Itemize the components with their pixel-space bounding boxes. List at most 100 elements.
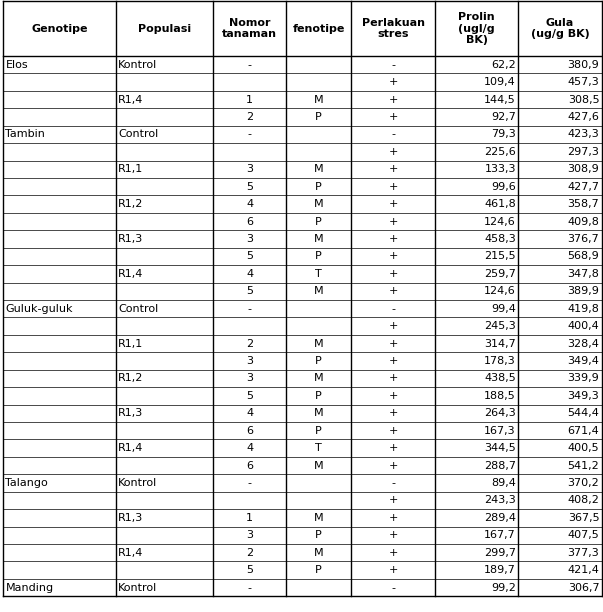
Text: +: + bbox=[388, 95, 398, 105]
Text: -: - bbox=[248, 478, 252, 488]
Text: M: M bbox=[314, 95, 324, 105]
Text: P: P bbox=[315, 182, 322, 192]
Text: +: + bbox=[388, 531, 398, 540]
Text: 314,7: 314,7 bbox=[484, 338, 516, 349]
Text: R1,3: R1,3 bbox=[118, 513, 143, 523]
Text: +: + bbox=[388, 513, 398, 523]
Text: -: - bbox=[391, 304, 395, 314]
Text: 409,8: 409,8 bbox=[567, 217, 599, 226]
Text: 344,5: 344,5 bbox=[484, 443, 516, 453]
Text: 167,3: 167,3 bbox=[484, 426, 516, 436]
Text: -: - bbox=[248, 60, 252, 70]
Text: 427,7: 427,7 bbox=[567, 182, 599, 192]
Text: 2: 2 bbox=[246, 338, 253, 349]
Text: 400,4: 400,4 bbox=[567, 321, 599, 331]
Text: +: + bbox=[388, 112, 398, 122]
Text: 6: 6 bbox=[246, 426, 253, 436]
Text: M: M bbox=[314, 408, 324, 419]
Text: 3: 3 bbox=[246, 356, 253, 366]
Text: 89,4: 89,4 bbox=[491, 478, 516, 488]
Text: 4: 4 bbox=[246, 408, 253, 419]
Text: -: - bbox=[391, 60, 395, 70]
Text: Kontrol: Kontrol bbox=[118, 583, 157, 592]
Text: fenotipe: fenotipe bbox=[292, 24, 345, 34]
Text: 389,9: 389,9 bbox=[567, 286, 599, 296]
Text: 339,9: 339,9 bbox=[567, 373, 599, 384]
Text: 188,5: 188,5 bbox=[484, 391, 516, 401]
Text: M: M bbox=[314, 513, 324, 523]
Text: Guluk-guluk: Guluk-guluk bbox=[5, 304, 73, 314]
Text: 308,5: 308,5 bbox=[568, 95, 599, 105]
Text: +: + bbox=[388, 269, 398, 279]
Text: 349,3: 349,3 bbox=[567, 391, 599, 401]
Text: +: + bbox=[388, 217, 398, 226]
Text: P: P bbox=[315, 217, 322, 226]
Text: -: - bbox=[248, 130, 252, 140]
Text: R1,2: R1,2 bbox=[118, 199, 144, 209]
Text: 3: 3 bbox=[246, 164, 253, 174]
Text: T: T bbox=[315, 443, 322, 453]
Text: 457,3: 457,3 bbox=[567, 77, 599, 87]
Text: 4: 4 bbox=[246, 443, 253, 453]
Text: R1,3: R1,3 bbox=[118, 234, 143, 244]
Text: +: + bbox=[388, 443, 398, 453]
Text: 358,7: 358,7 bbox=[567, 199, 599, 209]
Text: 308,9: 308,9 bbox=[567, 164, 599, 174]
Text: +: + bbox=[388, 164, 398, 174]
Text: +: + bbox=[388, 408, 398, 419]
Text: +: + bbox=[388, 356, 398, 366]
Text: 225,6: 225,6 bbox=[484, 147, 516, 157]
Text: 167,7: 167,7 bbox=[484, 531, 516, 540]
Text: R1,4: R1,4 bbox=[118, 443, 144, 453]
Text: M: M bbox=[314, 373, 324, 384]
Text: M: M bbox=[314, 548, 324, 558]
Text: Nomor
tanaman: Nomor tanaman bbox=[223, 18, 277, 39]
Text: 5: 5 bbox=[246, 286, 253, 296]
Text: 544,4: 544,4 bbox=[567, 408, 599, 419]
Text: +: + bbox=[388, 147, 398, 157]
Text: +: + bbox=[388, 182, 398, 192]
Text: Kontrol: Kontrol bbox=[118, 60, 157, 70]
Text: 328,4: 328,4 bbox=[567, 338, 599, 349]
Text: Kontrol: Kontrol bbox=[118, 478, 157, 488]
Text: Control: Control bbox=[118, 130, 158, 140]
Text: 5: 5 bbox=[246, 565, 253, 575]
Text: 568,9: 568,9 bbox=[567, 252, 599, 261]
Text: +: + bbox=[388, 338, 398, 349]
Text: 408,2: 408,2 bbox=[567, 496, 599, 506]
Text: 400,5: 400,5 bbox=[568, 443, 599, 453]
Text: 407,5: 407,5 bbox=[567, 531, 599, 540]
Text: Tambin: Tambin bbox=[5, 130, 45, 140]
Text: 259,7: 259,7 bbox=[484, 269, 516, 279]
Text: 376,7: 376,7 bbox=[567, 234, 599, 244]
Text: 377,3: 377,3 bbox=[567, 548, 599, 558]
Text: +: + bbox=[388, 199, 398, 209]
Text: R1,4: R1,4 bbox=[118, 95, 144, 105]
Text: 79,3: 79,3 bbox=[491, 130, 516, 140]
Text: +: + bbox=[388, 234, 398, 244]
Text: 109,4: 109,4 bbox=[484, 77, 516, 87]
Text: 144,5: 144,5 bbox=[484, 95, 516, 105]
Text: Manding: Manding bbox=[5, 583, 54, 592]
Text: 99,2: 99,2 bbox=[491, 583, 516, 592]
Text: 370,2: 370,2 bbox=[567, 478, 599, 488]
Text: 297,3: 297,3 bbox=[567, 147, 599, 157]
Text: 306,7: 306,7 bbox=[568, 583, 599, 592]
Text: +: + bbox=[388, 373, 398, 384]
Text: 4: 4 bbox=[246, 269, 253, 279]
Text: 458,3: 458,3 bbox=[484, 234, 516, 244]
Text: +: + bbox=[388, 565, 398, 575]
Text: 2: 2 bbox=[246, 112, 253, 122]
Text: 367,5: 367,5 bbox=[568, 513, 599, 523]
Text: 4: 4 bbox=[246, 199, 253, 209]
Text: R1,4: R1,4 bbox=[118, 548, 144, 558]
Text: +: + bbox=[388, 252, 398, 261]
Text: 178,3: 178,3 bbox=[484, 356, 516, 366]
Text: R1,2: R1,2 bbox=[118, 373, 144, 384]
Text: 99,4: 99,4 bbox=[491, 304, 516, 314]
Text: +: + bbox=[388, 391, 398, 401]
Text: +: + bbox=[388, 548, 398, 558]
Text: Perlakuan
stres: Perlakuan stres bbox=[362, 18, 425, 39]
Text: -: - bbox=[248, 304, 252, 314]
Text: M: M bbox=[314, 234, 324, 244]
